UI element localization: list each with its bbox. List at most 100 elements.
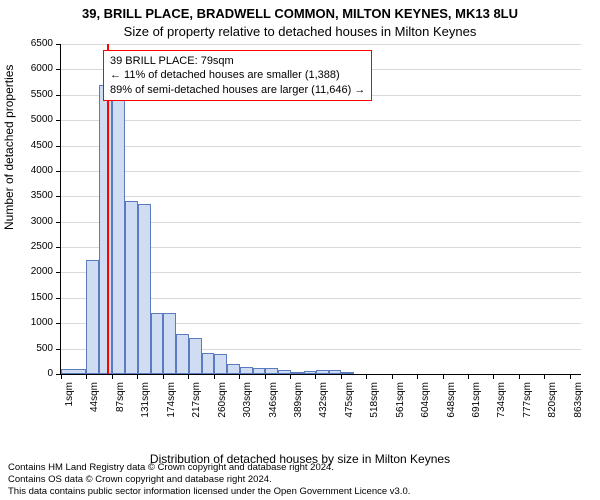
y-tick-label: 4500 [13, 140, 53, 151]
y-tick [56, 196, 61, 197]
x-tick-label: 303sqm [242, 382, 253, 432]
y-tick-label: 6500 [13, 38, 53, 49]
x-tick-label: 1sqm [64, 382, 75, 432]
x-tick [417, 374, 418, 379]
x-tick [570, 374, 571, 379]
x-tick-label: 691sqm [471, 382, 482, 432]
histogram-bar [304, 371, 316, 374]
y-tick [56, 272, 61, 273]
y-tick-label: 500 [13, 343, 53, 354]
footer-attribution: Contains HM Land Registry data © Crown c… [8, 462, 410, 498]
x-tick [290, 374, 291, 379]
x-tick-label: 346sqm [268, 382, 279, 432]
title-line-2: Size of property relative to detached ho… [0, 24, 600, 39]
x-tick-label: 863sqm [573, 382, 584, 432]
y-tick-label: 0 [13, 368, 53, 379]
y-tick [56, 349, 61, 350]
y-tick-label: 4000 [13, 165, 53, 176]
annotation-line-2: ← 11% of detached houses are smaller (1,… [110, 68, 365, 82]
x-tick [163, 374, 164, 379]
gridline [61, 44, 581, 45]
x-tick [341, 374, 342, 379]
y-tick [56, 247, 61, 248]
x-tick-label: 432sqm [318, 382, 329, 432]
histogram-bar [265, 368, 278, 374]
x-tick [265, 374, 266, 379]
histogram-bar [341, 372, 354, 374]
histogram-bar [214, 354, 227, 374]
y-tick-label: 5500 [13, 89, 53, 100]
x-tick [544, 374, 545, 379]
histogram-bar [125, 201, 138, 374]
y-tick-label: 1500 [13, 292, 53, 303]
title-line-1: 39, BRILL PLACE, BRADWELL COMMON, MILTON… [0, 6, 600, 21]
footer-line-1: Contains HM Land Registry data © Crown c… [8, 462, 410, 474]
y-tick [56, 146, 61, 147]
annotation-line-3: 89% of semi-detached houses are larger (… [110, 83, 365, 97]
y-tick-label: 1000 [13, 317, 53, 328]
histogram-bar [99, 85, 111, 374]
x-tick [493, 374, 494, 379]
x-tick-label: 44sqm [89, 382, 100, 432]
histogram-bar [112, 85, 125, 374]
x-tick-label: 217sqm [191, 382, 202, 432]
x-tick [61, 374, 62, 379]
histogram-bar [86, 260, 99, 374]
y-tick [56, 171, 61, 172]
y-tick-label: 5000 [13, 114, 53, 125]
x-tick [366, 374, 367, 379]
y-tick [56, 95, 61, 96]
y-tick [56, 323, 61, 324]
histogram-bar [202, 353, 214, 374]
x-tick [239, 374, 240, 379]
gridline [61, 196, 581, 197]
y-tick [56, 44, 61, 45]
histogram-bar [316, 370, 329, 374]
x-tick-label: 734sqm [496, 382, 507, 432]
x-tick [519, 374, 520, 379]
y-tick [56, 120, 61, 121]
gridline [61, 120, 581, 121]
gridline [61, 146, 581, 147]
chart-container: 39, BRILL PLACE, BRADWELL COMMON, MILTON… [0, 0, 600, 500]
histogram-bar [176, 334, 188, 374]
x-tick-label: 820sqm [547, 382, 558, 432]
histogram-bar [138, 204, 151, 374]
x-tick-label: 518sqm [369, 382, 380, 432]
histogram-bar [163, 313, 176, 374]
y-tick-label: 2000 [13, 266, 53, 277]
histogram-bar [278, 370, 290, 374]
histogram-bar [61, 369, 86, 374]
x-tick-label: 604sqm [420, 382, 431, 432]
gridline [61, 171, 581, 172]
annotation-line-1: 39 BRILL PLACE: 79sqm [110, 54, 365, 68]
annotation-box: 39 BRILL PLACE: 79sqm ← 11% of detached … [103, 50, 372, 101]
y-tick [56, 298, 61, 299]
x-tick-label: 87sqm [115, 382, 126, 432]
x-tick [214, 374, 215, 379]
y-tick-label: 6000 [13, 63, 53, 74]
y-tick-label: 3000 [13, 216, 53, 227]
x-tick-label: 475sqm [344, 382, 355, 432]
histogram-bar [189, 338, 202, 374]
histogram-bar [240, 367, 253, 374]
x-tick-label: 389sqm [293, 382, 304, 432]
x-tick [315, 374, 316, 379]
x-tick-label: 648sqm [446, 382, 457, 432]
x-tick [137, 374, 138, 379]
x-tick-label: 131sqm [140, 382, 151, 432]
histogram-bar [253, 368, 265, 374]
y-tick-label: 3500 [13, 190, 53, 201]
plot-area: 0500100015002000250030003500400045005000… [60, 44, 581, 375]
histogram-bar [227, 364, 239, 374]
x-tick [188, 374, 189, 379]
x-tick [468, 374, 469, 379]
x-tick [86, 374, 87, 379]
x-tick-label: 174sqm [166, 382, 177, 432]
x-tick-label: 777sqm [522, 382, 533, 432]
footer-line-2: Contains OS data © Crown copyright and d… [8, 474, 410, 486]
footer-line-3: This data contains public sector informa… [8, 486, 410, 498]
x-tick-label: 561sqm [395, 382, 406, 432]
y-tick [56, 222, 61, 223]
x-tick [443, 374, 444, 379]
